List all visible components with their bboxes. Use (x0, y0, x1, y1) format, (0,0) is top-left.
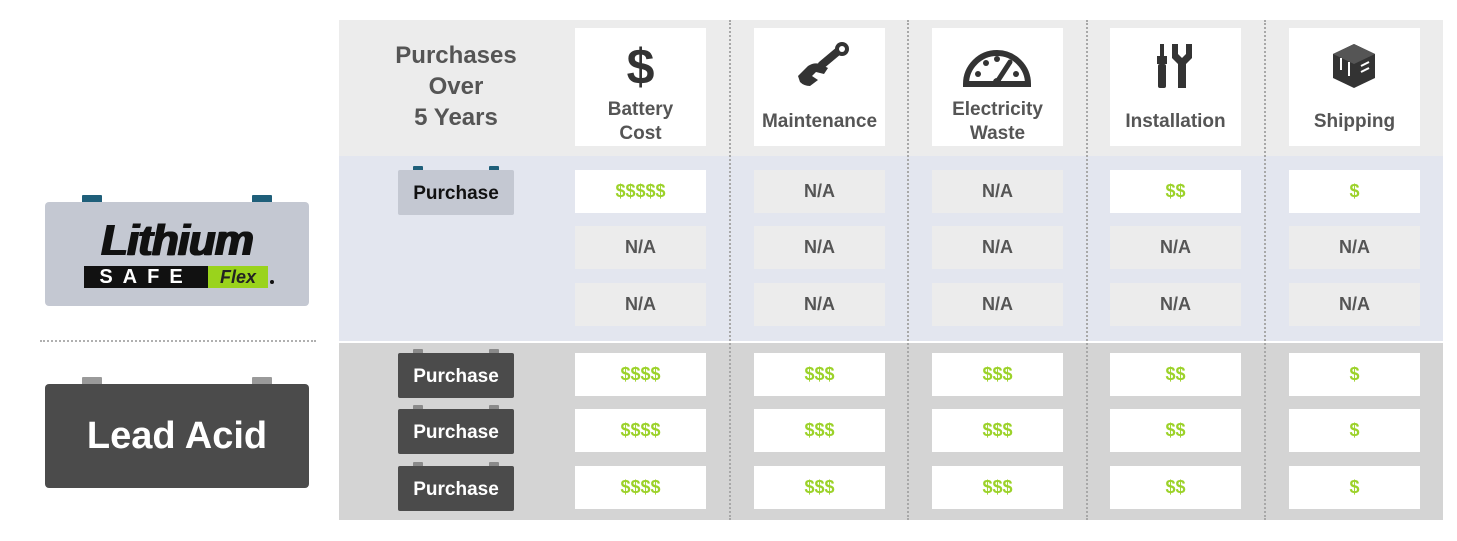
column-header-shipping: Shipping (1289, 28, 1420, 146)
table-cell: $$$$ (575, 409, 706, 452)
column-divider (729, 20, 731, 520)
table-cell: $ (1289, 170, 1420, 213)
purchase-terminal (413, 462, 423, 466)
purchase-terminal (489, 349, 499, 353)
package-icon (1333, 44, 1375, 88)
table-cell: N/A (1289, 283, 1420, 326)
table-cell: $$$$ (575, 353, 706, 396)
table-cell: $$$$$ (575, 170, 706, 213)
table-cell: N/A (575, 226, 706, 269)
lead-acid-battery (45, 384, 309, 488)
purchase-terminal (489, 462, 499, 466)
column-label: Battery Cost (607, 99, 674, 144)
table-cell: N/A (754, 170, 885, 213)
table-header-band (339, 20, 1443, 156)
table-cell: N/A (575, 283, 706, 326)
column-label: Shipping (1313, 111, 1396, 132)
column-divider (907, 20, 909, 520)
table-cell: N/A (932, 283, 1063, 326)
lithium-logo-dot (270, 280, 274, 284)
dollar-sign-icon: $ (627, 40, 655, 90)
lead-terminal-left (82, 377, 102, 384)
table-cell: N/A (1110, 226, 1241, 269)
corner-title: Purchases Over 5 Years (395, 42, 517, 131)
table-cell: $$ (1110, 353, 1241, 396)
lithium-purchase-label: Purchase (398, 170, 514, 215)
lithium-terminal-right (252, 195, 272, 202)
lithium-logo-flex: Flex (208, 266, 268, 288)
table-cell: $$$ (754, 409, 885, 452)
purchase-terminal (489, 166, 499, 170)
table-cell: N/A (1289, 226, 1420, 269)
table-cell: $$$ (754, 353, 885, 396)
table-cell: N/A (754, 226, 885, 269)
column-divider (1086, 20, 1088, 520)
gauge-icon (962, 50, 1032, 87)
screwdriver-wrench-icon (1157, 44, 1192, 88)
lithium-rows-band (339, 156, 1443, 341)
lead-purchase-label: Purchase (398, 409, 514, 454)
battery-divider (40, 340, 316, 342)
table-cell: $ (1289, 409, 1420, 452)
lithium-logo-safe: SAFE (84, 266, 208, 288)
table-cell: N/A (754, 283, 885, 326)
column-header-battery-cost: $ Battery Cost (575, 28, 706, 146)
column-label: Installation (1125, 111, 1226, 132)
table-cell: N/A (1110, 283, 1241, 326)
purchase-terminal (413, 166, 423, 170)
purchase-terminal (413, 405, 423, 409)
table-cell: $ (1289, 353, 1420, 396)
purchase-terminal (413, 349, 423, 353)
lead-purchase-label: Purchase (398, 353, 514, 398)
table-cell: $$ (1110, 466, 1241, 509)
purchase-terminal (489, 405, 499, 409)
lead-terminal-right (252, 377, 272, 384)
table-cell: $$$ (932, 409, 1063, 452)
svg-text:$: $ (627, 40, 655, 90)
lead-acid-rows-band (339, 343, 1443, 520)
table-cell: N/A (932, 226, 1063, 269)
table-cell: $$$ (932, 353, 1063, 396)
column-header-electricity-waste: Electricity Waste (932, 28, 1063, 146)
table-cell: $$$ (754, 466, 885, 509)
column-divider (1264, 20, 1266, 520)
table-cell: $$ (1110, 170, 1241, 213)
lithium-terminal-left (82, 195, 102, 202)
lithium-logo-word: Lithium (101, 216, 254, 265)
wrench-hand-icon (798, 42, 849, 86)
lithium-battery (45, 202, 309, 306)
table-cell: $$$ (932, 466, 1063, 509)
table-cell: $ (1289, 466, 1420, 509)
column-label: Maintenance (761, 111, 878, 132)
column-label: Electricity Waste (952, 99, 1043, 144)
table-cell: $$ (1110, 409, 1241, 452)
column-header-installation: Installation (1110, 28, 1241, 146)
column-header-maintenance: Maintenance (754, 28, 885, 146)
table-cell: N/A (932, 170, 1063, 213)
lead-purchase-label: Purchase (398, 466, 514, 511)
table-cell: $$$$ (575, 466, 706, 509)
lead-acid-label: Lead Acid (86, 415, 268, 457)
